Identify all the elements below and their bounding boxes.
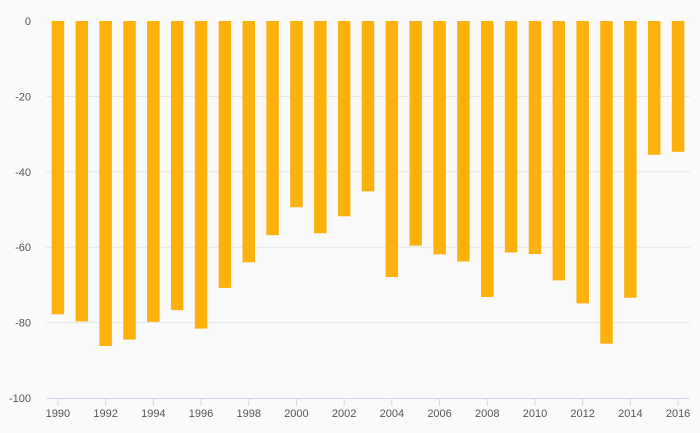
x-tick-label: 2004: [380, 408, 404, 420]
bar-1992[interactable]: [99, 21, 112, 346]
y-tick-label: -60: [15, 242, 31, 254]
y-tick-label: -20: [15, 91, 31, 103]
bar-2015[interactable]: [647, 21, 661, 155]
bar-2007[interactable]: [457, 21, 470, 262]
x-tick-label: 2016: [666, 408, 690, 420]
bar-2006[interactable]: [433, 21, 446, 255]
bar-1995[interactable]: [170, 21, 184, 311]
x-tick-label: 2000: [284, 408, 308, 420]
bar-2000[interactable]: [290, 21, 303, 208]
x-tick-label: 1998: [236, 408, 260, 420]
bar-2012[interactable]: [576, 21, 589, 304]
x-tick-label: 2010: [523, 408, 547, 420]
x-tick-label: 1990: [46, 408, 70, 420]
bar-2011[interactable]: [552, 21, 566, 281]
bar-1997[interactable]: [218, 21, 232, 288]
bar-1999[interactable]: [266, 21, 279, 236]
bar-2010[interactable]: [528, 21, 542, 254]
bar-2009[interactable]: [504, 21, 518, 253]
x-tick-label: 2014: [618, 408, 642, 420]
bar-2003[interactable]: [361, 21, 375, 192]
x-tick-label: 1994: [141, 408, 165, 420]
bar-2016[interactable]: [671, 21, 685, 152]
x-tick-label: 1992: [93, 408, 117, 420]
y-tick-label: 0: [25, 16, 31, 28]
bar-series: [51, 21, 685, 346]
bar-1993[interactable]: [123, 21, 136, 340]
bar-2004[interactable]: [385, 21, 399, 277]
bar-1994[interactable]: [147, 21, 160, 322]
x-tick-label: 2012: [570, 408, 594, 420]
bar-2013[interactable]: [600, 21, 613, 344]
bar-1990[interactable]: [51, 21, 65, 315]
y-tick-label: -40: [15, 167, 31, 179]
bar-2005[interactable]: [409, 21, 422, 246]
x-tick-label: 1996: [189, 408, 213, 420]
bar-2014[interactable]: [624, 21, 637, 298]
y-tick-label: -100: [9, 393, 31, 405]
y-axis: 0 -20 -40 -60 -80 -100: [9, 16, 31, 405]
y-tick-label: -80: [15, 318, 31, 330]
x-axis: 1990 1992 1994 1996 1998 2000 2002 2004 2006 2008…: [46, 398, 690, 420]
x-tick-label: 2008: [475, 408, 499, 420]
bar-2001[interactable]: [314, 21, 327, 234]
bar-2002[interactable]: [337, 21, 351, 217]
x-tick-label: 2006: [427, 408, 451, 420]
x-tick-label: 2002: [332, 408, 356, 420]
bar-1996[interactable]: [194, 21, 208, 329]
bar-1998[interactable]: [242, 21, 255, 263]
bar-1991[interactable]: [75, 21, 89, 322]
bar-2008[interactable]: [481, 21, 494, 297]
